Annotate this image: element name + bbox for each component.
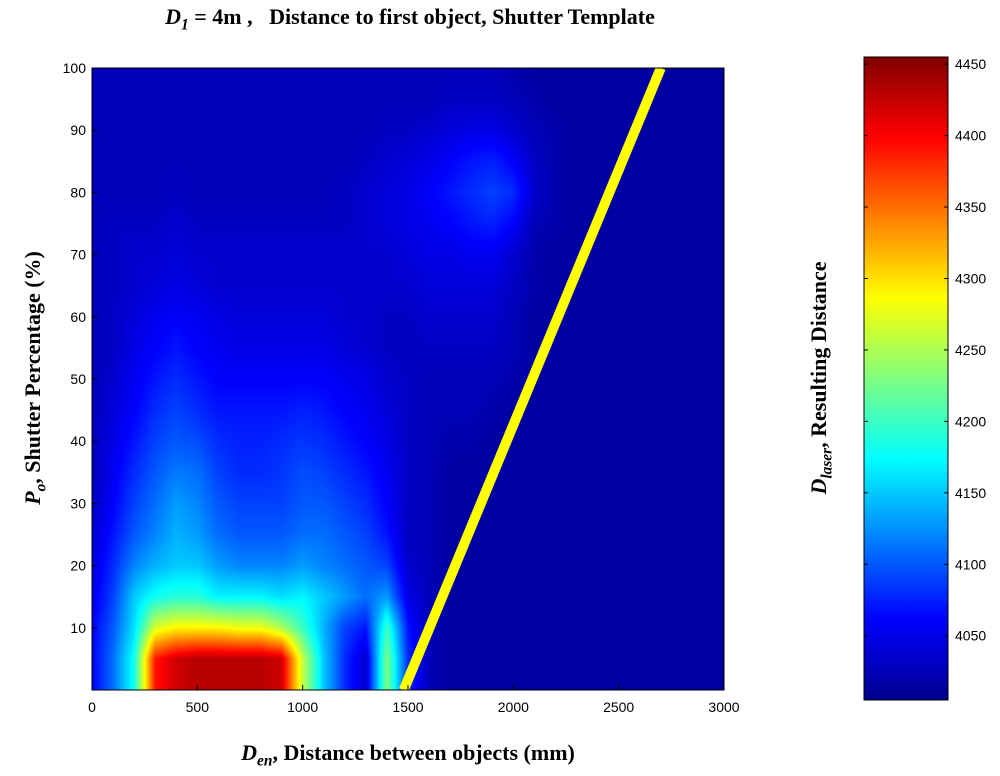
y-tick-label: 30: [70, 495, 86, 511]
chart-title: D1 = 4m , Distance to first object, Shut…: [165, 4, 655, 34]
x-tick-label: 2000: [498, 699, 529, 715]
y-tick-label: 20: [70, 558, 86, 574]
y-tick-label: 100: [63, 60, 87, 76]
colorbar-tick-label: 4250: [955, 342, 986, 358]
x-axis: 0 500 1000 1500 2000 2500 3000: [88, 685, 740, 715]
colorbar-tick-label: 4300: [955, 270, 986, 286]
colorbar-tick-label: 4200: [955, 413, 986, 429]
y-tick-label: 50: [70, 371, 86, 387]
colorbar: [863, 56, 949, 701]
x-tick-label: 0: [88, 699, 96, 715]
heatmap-cells: [92, 68, 724, 690]
x-axis-label: Den, Distance between objects (mm): [241, 740, 575, 770]
y-tick-label: 90: [70, 122, 86, 138]
y-axis: 10 20 30 40 50 60 70 80 90 100: [63, 60, 97, 636]
colorbar-axis: 4050 4100 4150 4200 4250 4300 4350 4400 4450: [864, 56, 986, 644]
x-tick-label: 1000: [287, 699, 318, 715]
y-tick-label: 70: [70, 247, 86, 263]
y-axis-label: Po, Shutter Percentage (%): [20, 251, 50, 505]
heatmap-image-holder: [92, 68, 724, 690]
colorbar-tick-label: 4150: [955, 485, 986, 501]
yellow-threshold-line: [399, 68, 666, 690]
y-tick-label: 10: [70, 620, 86, 636]
x-tick-label: 3000: [708, 699, 739, 715]
x-tick-label: 500: [186, 699, 210, 715]
colorbar-tick-label: 4050: [955, 628, 986, 644]
colorbar-tick-label: 4450: [955, 56, 986, 72]
x-tick-label: 1500: [392, 699, 423, 715]
y-tick-label: 40: [70, 433, 86, 449]
colorbar-label: Dlaser, Resulting Distance: [806, 261, 836, 495]
y-tick-label: 80: [70, 184, 86, 200]
colorbar-tick-label: 4100: [955, 556, 986, 572]
y-tick-label: 60: [70, 309, 86, 325]
colorbar-tick-label: 4350: [955, 199, 986, 215]
colorbar-tick-label: 4400: [955, 128, 986, 144]
x-tick-label: 2500: [603, 699, 634, 715]
